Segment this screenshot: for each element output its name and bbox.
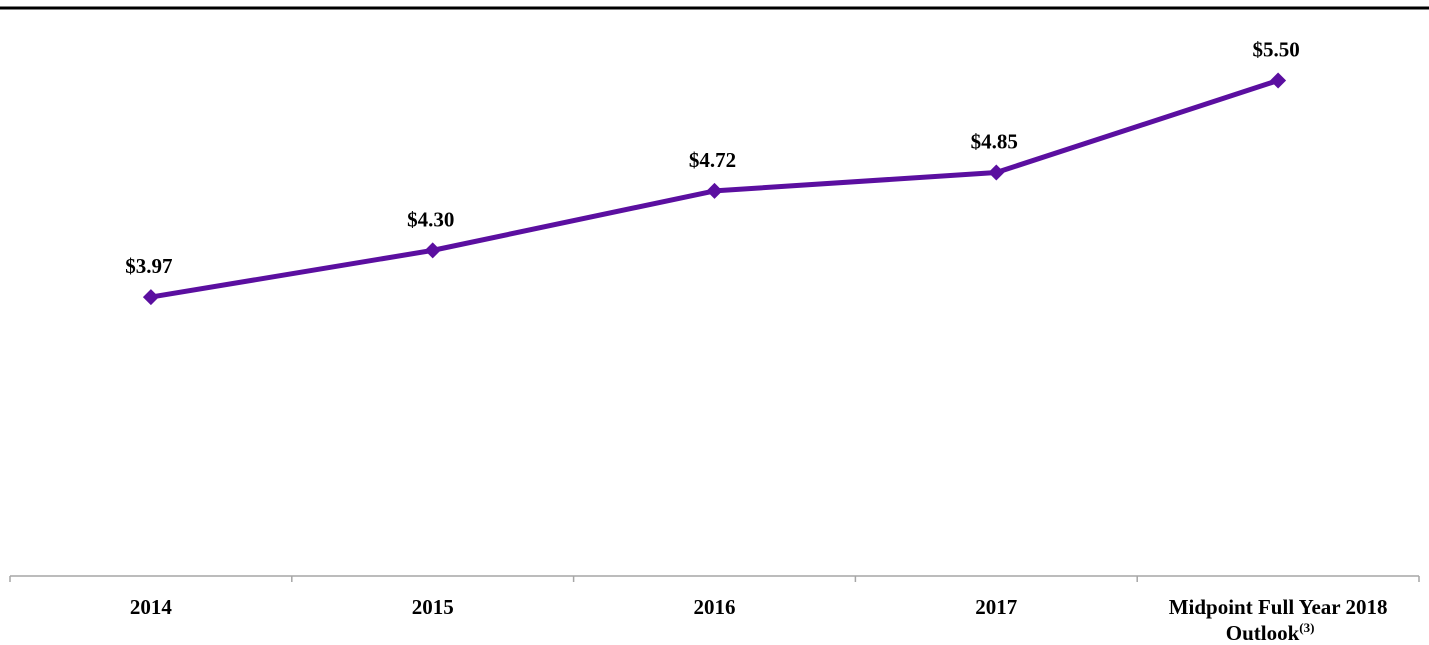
data-point-marker-2 <box>706 182 723 199</box>
data-label-0: $3.97 <box>125 254 172 278</box>
data-label-2: $4.72 <box>689 148 736 172</box>
category-label-4-line-1: Midpoint Full Year 2018 <box>1169 595 1388 619</box>
category-label-0: 2014 <box>130 595 173 619</box>
data-label-1: $4.30 <box>407 207 454 231</box>
footnote-superscript: (3) <box>1299 620 1314 635</box>
series-eps <box>142 72 1287 306</box>
category-label-2: 2016 <box>694 595 736 619</box>
data-label-3: $4.85 <box>971 130 1018 154</box>
data-point-marker-4 <box>1270 72 1287 89</box>
category-label-1: 2015 <box>412 595 454 619</box>
data-point-marker-0 <box>142 289 159 306</box>
data-label-4: $5.50 <box>1252 37 1299 61</box>
category-label-3: 2017 <box>975 595 1017 619</box>
category-labels: 2014 2015 2016 2017 Midpoint Full Year 2018O… <box>130 595 1388 645</box>
data-point-marker-1 <box>424 242 441 259</box>
data-labels: $3.97 $4.30 $4.72 $4.85 $5.50 <box>125 37 1299 278</box>
category-label-4-line-2: Outlook(3) <box>1226 620 1315 645</box>
x-axis <box>9 575 1420 582</box>
data-point-marker-3 <box>988 164 1005 181</box>
